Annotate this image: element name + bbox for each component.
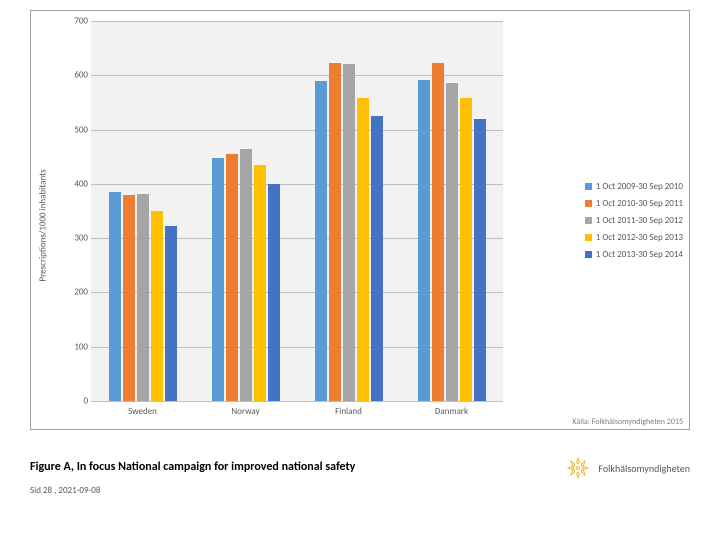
bar (123, 195, 135, 401)
bar (315, 81, 327, 401)
legend-item: 1 Oct 2010-30 Sep 2011 (585, 198, 683, 209)
figure-caption: Figure A, In focus National campaign for… (30, 460, 355, 474)
page-meta: Sid 28 , 2021-09-08 (30, 485, 100, 496)
legend-swatch (585, 217, 592, 224)
legend-swatch (585, 183, 592, 190)
bar-group (418, 63, 486, 401)
bar (240, 149, 252, 401)
x-tick: Finland (335, 406, 362, 417)
bar-group (109, 192, 177, 401)
bar (371, 116, 383, 401)
legend-item: 1 Oct 2009-30 Sep 2010 (585, 181, 683, 192)
legend-swatch (585, 251, 592, 258)
legend-label: 1 Oct 2013-30 Sep 2014 (596, 249, 683, 260)
legend-label: 1 Oct 2010-30 Sep 2011 (596, 198, 683, 209)
legend-swatch (585, 234, 592, 241)
bar (329, 63, 341, 401)
gridline (91, 401, 503, 402)
bar (432, 63, 444, 401)
y-tick: 0 (64, 396, 88, 407)
bar (109, 192, 121, 401)
bar (268, 184, 280, 401)
bar (446, 83, 458, 401)
bar-group (212, 149, 280, 401)
legend-swatch (585, 200, 592, 207)
bar (137, 194, 149, 401)
chart-frame: Prescriptions/1000 inhabitants 1 Oct 200… (30, 10, 690, 430)
bar (226, 154, 238, 401)
plot-area (91, 21, 503, 401)
x-tick: Sweden (128, 406, 157, 417)
y-tick: 300 (64, 233, 88, 244)
legend-label: 1 Oct 2011-30 Sep 2012 (596, 215, 683, 226)
x-tick: Danmark (435, 406, 468, 417)
bar (474, 119, 486, 401)
y-tick: 400 (64, 178, 88, 189)
bar (343, 64, 355, 401)
y-axis-label: Prescriptions/1000 inhabitants (38, 169, 49, 281)
legend-item: 1 Oct 2012-30 Sep 2013 (585, 232, 683, 243)
bar (460, 98, 472, 401)
x-tick: Norway (231, 406, 259, 417)
agency-name: Folkhälsomyndigheten (598, 462, 690, 475)
legend-label: 1 Oct 2012-30 Sep 2013 (596, 232, 683, 243)
legend: 1 Oct 2009-30 Sep 2010 1 Oct 2010-30 Sep … (585, 181, 683, 266)
agency-logo-block: Folkhälsomyndigheten (564, 454, 690, 482)
y-tick: 600 (64, 70, 88, 81)
bar (357, 98, 369, 401)
source-text: Källa: Folkhälsomyndigheten 2015 (572, 417, 683, 427)
gridline (91, 21, 503, 22)
bar (254, 165, 266, 401)
bar (418, 80, 430, 401)
legend-item: 1 Oct 2013-30 Sep 2014 (585, 249, 683, 260)
bar-group (315, 63, 383, 401)
legend-label: 1 Oct 2009-30 Sep 2010 (596, 181, 683, 192)
y-tick: 500 (64, 124, 88, 135)
crown-icon (564, 454, 592, 482)
y-tick: 100 (64, 341, 88, 352)
y-tick: 700 (64, 16, 88, 27)
legend-item: 1 Oct 2011-30 Sep 2012 (585, 215, 683, 226)
bar (165, 226, 177, 401)
y-tick: 200 (64, 287, 88, 298)
bar (151, 211, 163, 401)
bar (212, 158, 224, 401)
